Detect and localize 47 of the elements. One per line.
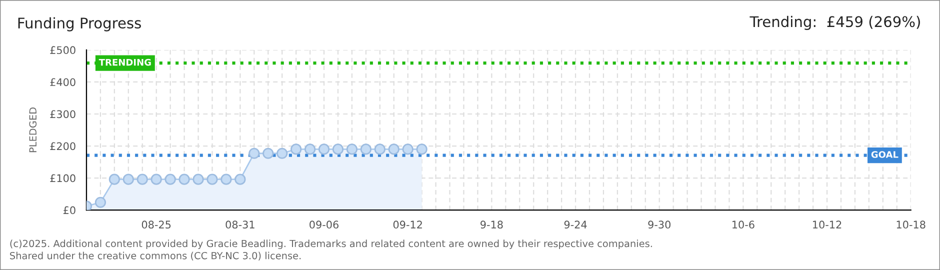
point <box>276 148 288 159</box>
x-tick-label: 09-06 <box>310 220 338 229</box>
text: (c)2025. Additional content provided by Gracie Beadling. Trademarks and related content are owned by their respective companies. <box>10 240 652 250</box>
point <box>164 174 176 185</box>
x-tick-label: 10-18 <box>896 220 926 229</box>
point <box>304 144 316 155</box>
point <box>206 174 218 185</box>
point <box>360 144 372 155</box>
point <box>150 174 162 185</box>
point <box>346 144 358 155</box>
y-axis-title: PLEDGED <box>29 108 37 152</box>
x-tick-label: 08-25 <box>142 220 171 229</box>
point <box>262 148 274 159</box>
point <box>108 174 120 185</box>
x-tick-label: 10-12 <box>813 220 842 229</box>
y-tick-label: £400 <box>50 78 76 86</box>
point <box>248 148 260 159</box>
chart-title: Funding Progress <box>18 17 141 32</box>
point <box>220 174 232 185</box>
point <box>402 144 414 155</box>
y-tick-label: £200 <box>50 142 76 150</box>
point <box>94 196 106 208</box>
x-tick-label: 9-18 <box>480 220 503 229</box>
point <box>318 144 330 155</box>
y-tick-label: £500 <box>50 46 76 54</box>
x-tick-label: 9-24 <box>564 220 587 229</box>
x-tick-label: 08-31 <box>226 220 254 229</box>
y-tick-label: £0 <box>63 206 76 214</box>
point <box>178 174 190 185</box>
y-tick-label: £100 <box>50 174 76 182</box>
point <box>234 174 246 185</box>
point <box>416 144 428 155</box>
x-tick-label: 10-6 <box>732 220 754 229</box>
y-tick-label: £300 <box>50 110 76 118</box>
ref-line-label: GOAL <box>871 151 898 158</box>
text: Shared under the creative commons (CC BY-NC 3.0) license. <box>10 252 301 260</box>
point <box>122 174 134 185</box>
point <box>192 174 204 185</box>
text: Trending: £459 (269%) <box>750 16 920 30</box>
point <box>290 144 302 155</box>
point <box>332 144 344 155</box>
x-tick-label: 09-12 <box>393 220 422 229</box>
ref-line-label: TRENDING <box>98 58 151 66</box>
point <box>136 174 148 185</box>
point <box>388 144 400 155</box>
x-tick-label: 9-30 <box>648 220 670 229</box>
point <box>374 144 386 155</box>
